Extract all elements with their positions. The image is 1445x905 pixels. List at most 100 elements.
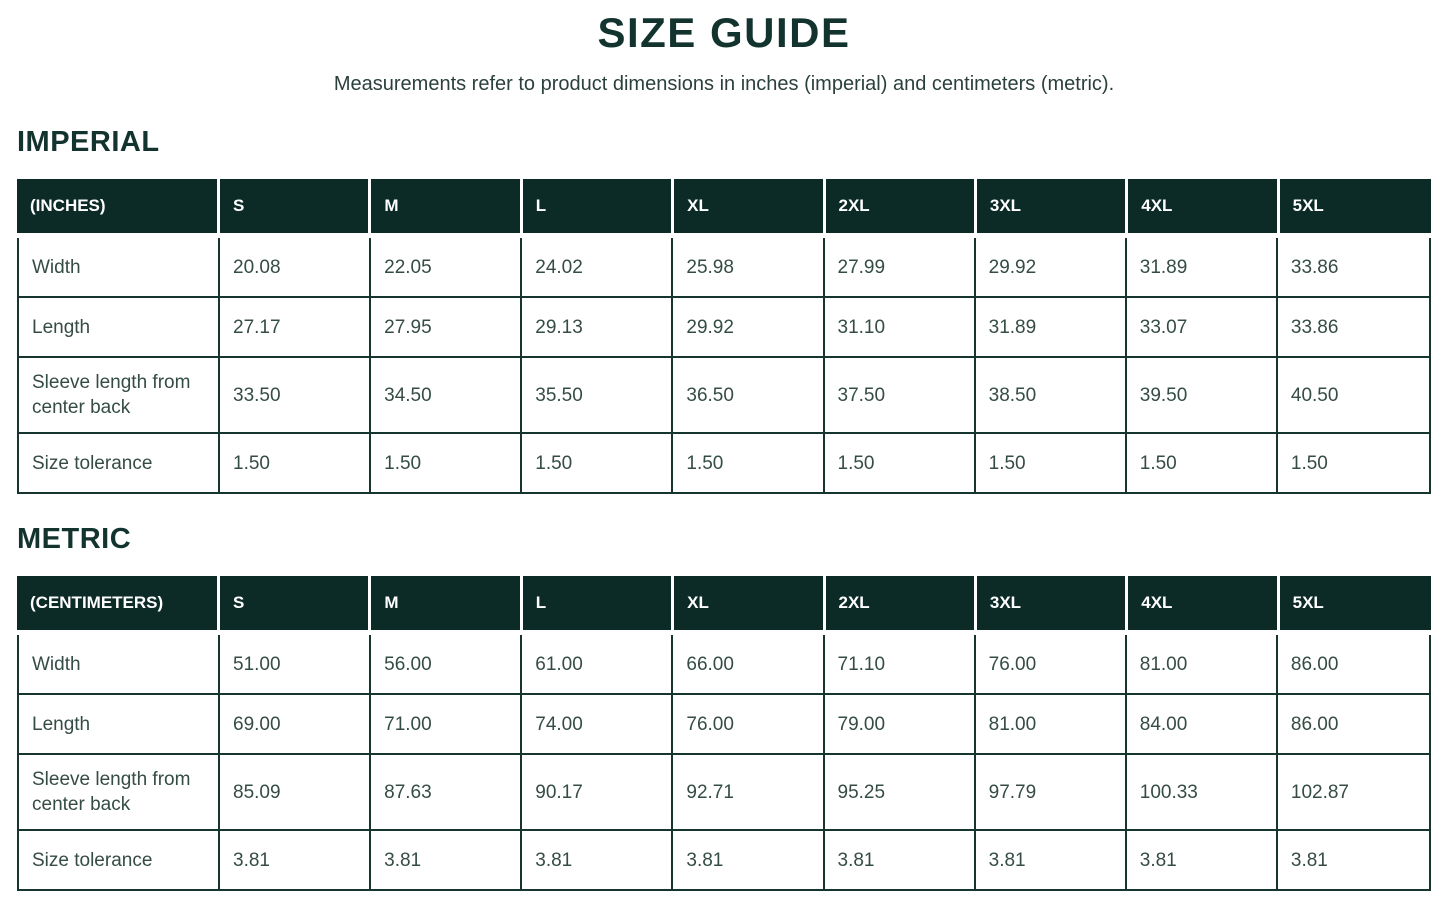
row-label: Sleeve length from center back — [19, 755, 220, 829]
size-value-cell: 3.81 — [522, 831, 674, 889]
size-value-cell: 31.89 — [976, 298, 1127, 356]
imperial-size-table: (INCHES) S M L XL 2XL 3XL 4XL 5XL Width … — [17, 179, 1431, 494]
column-header-2xl: 2XL — [825, 179, 977, 233]
size-value-cell: 27.99 — [825, 238, 976, 296]
size-value-cell: 86.00 — [1290, 713, 1339, 735]
size-value-cell: 24.02 — [522, 238, 674, 296]
table-body: Width 20.08 22.05 24.02 25.98 27.99 29.9… — [17, 238, 1431, 494]
section-title-metric: METRIC — [17, 523, 132, 555]
imperial-section: IMPERIAL (INCHES) S M L XL 2XL 3XL 4XL 5… — [17, 125, 1431, 494]
size-value-cell: 1.50 — [220, 434, 372, 492]
size-value-cell: 81.00 — [976, 695, 1127, 753]
column-header-xl: XL — [674, 179, 826, 233]
size-value-cell: 1.50 — [673, 434, 825, 492]
size-value-cell: 33.86 — [1290, 256, 1339, 278]
size-value-cell: 3.81 — [371, 831, 523, 889]
size-value-cell: 31.10 — [825, 298, 976, 356]
unit-label-header: (INCHES) — [17, 179, 220, 233]
size-value-cell: 40.50 — [1290, 384, 1339, 406]
size-value-cell: 102.87 — [1290, 781, 1349, 803]
table-row-size-tolerance: Size tolerance 1.50 1.50 1.50 1.50 1.50 … — [19, 432, 1429, 492]
row-label: Size tolerance — [19, 831, 220, 889]
size-value-cell: 29.92 — [976, 238, 1127, 296]
size-value-cell: 29.13 — [522, 298, 674, 356]
column-header-5xl: 5XL — [1279, 576, 1431, 630]
table-row-sleeve-length: Sleeve length from center back 33.50 34.… — [19, 356, 1429, 432]
table-row-sleeve-length: Sleeve length from center back 85.09 87.… — [19, 753, 1429, 829]
size-value-cell: 27.95 — [371, 298, 523, 356]
size-value-cell: 66.00 — [673, 635, 825, 693]
row-label: Length — [19, 695, 220, 753]
row-label: Length — [19, 298, 220, 356]
column-header-xl: XL — [674, 576, 826, 630]
size-value-cell: 76.00 — [673, 695, 825, 753]
size-value-cell: 95.25 — [825, 755, 976, 829]
size-value-cell: 1.50 — [371, 434, 523, 492]
size-value-cell: 86.00 — [1290, 653, 1339, 675]
size-value-cell: 38.50 — [976, 358, 1127, 432]
size-value-cell: 29.92 — [673, 298, 825, 356]
size-value-cell: 69.00 — [220, 695, 372, 753]
size-value-cell: 56.00 — [371, 635, 523, 693]
size-value-cell: 36.50 — [673, 358, 825, 432]
size-value-cell: 85.09 — [220, 755, 372, 829]
unit-label-header: (CENTIMETERS) — [17, 576, 220, 630]
size-value-cell: 76.00 — [976, 635, 1127, 693]
size-value-cell: 3.81 — [1290, 849, 1328, 871]
size-value-cell: 34.50 — [371, 358, 523, 432]
column-header-m: M — [371, 576, 523, 630]
column-header-3xl: 3XL — [976, 179, 1129, 233]
size-value-cell: 3.81 — [976, 831, 1127, 889]
page-title: SIZE GUIDE — [597, 9, 851, 56]
row-label: Size tolerance — [19, 434, 220, 492]
size-value-cell: 37.50 — [825, 358, 976, 432]
size-value-cell: 33.86 — [1290, 316, 1339, 338]
column-header-l: L — [522, 576, 675, 630]
size-value-cell: 1.50 — [825, 434, 976, 492]
size-value-cell: 33.50 — [220, 358, 372, 432]
row-label: Width — [19, 635, 220, 693]
size-value-cell: 90.17 — [522, 755, 674, 829]
row-label: Sleeve length from center back — [19, 358, 220, 432]
column-header-4xl: 4XL — [1128, 576, 1280, 630]
table-row-width: Width 20.08 22.05 24.02 25.98 27.99 29.9… — [19, 238, 1429, 296]
size-value-cell: 92.71 — [673, 755, 825, 829]
size-value-cell: 1.50 — [522, 434, 674, 492]
size-value-cell: 3.81 — [220, 831, 372, 889]
table-header-row: (CENTIMETERS) S M L XL 2XL 3XL 4XL 5XL — [17, 576, 1431, 630]
size-value-cell: 20.08 — [220, 238, 372, 296]
size-value-cell: 84.00 — [1127, 695, 1278, 753]
size-value-cell: 39.50 — [1127, 358, 1278, 432]
size-value-cell: 51.00 — [220, 635, 372, 693]
column-header-5xl: 5XL — [1279, 179, 1431, 233]
table-body: Width 51.00 56.00 61.00 66.00 71.10 76.0… — [17, 635, 1431, 891]
size-value-cell: 71.10 — [825, 635, 976, 693]
column-header-4xl: 4XL — [1128, 179, 1280, 233]
metric-size-table: (CENTIMETERS) S M L XL 2XL 3XL 4XL 5XL W… — [17, 576, 1431, 891]
column-header-s: S — [220, 576, 372, 630]
table-row-width: Width 51.00 56.00 61.00 66.00 71.10 76.0… — [19, 635, 1429, 693]
size-value-cell: 79.00 — [825, 695, 976, 753]
page-subtitle: Measurements refer to product dimensions… — [333, 73, 1115, 95]
size-value-cell: 25.98 — [673, 238, 825, 296]
size-value-cell: 27.17 — [220, 298, 372, 356]
size-value-cell: 81.00 — [1127, 635, 1278, 693]
column-header-2xl: 2XL — [825, 576, 977, 630]
size-value-cell: 71.00 — [371, 695, 523, 753]
size-value-cell: 1.50 — [1290, 452, 1328, 474]
table-header-row: (INCHES) S M L XL 2XL 3XL 4XL 5XL — [17, 179, 1431, 233]
column-header-l: L — [522, 179, 675, 233]
table-row-size-tolerance: Size tolerance 3.81 3.81 3.81 3.81 3.81 … — [19, 829, 1429, 889]
size-value-cell: 74.00 — [522, 695, 674, 753]
size-value-cell: 61.00 — [522, 635, 674, 693]
column-header-m: M — [371, 179, 523, 233]
table-row-length: Length 69.00 71.00 74.00 76.00 79.00 81.… — [19, 693, 1429, 753]
size-value-cell: 1.50 — [976, 434, 1127, 492]
size-value-cell: 3.81 — [825, 831, 976, 889]
size-value-cell: 97.79 — [976, 755, 1127, 829]
size-value-cell: 87.63 — [371, 755, 523, 829]
table-row-length: Length 27.17 27.95 29.13 29.92 31.10 31.… — [19, 296, 1429, 356]
size-value-cell: 35.50 — [522, 358, 674, 432]
column-header-s: S — [220, 179, 372, 233]
